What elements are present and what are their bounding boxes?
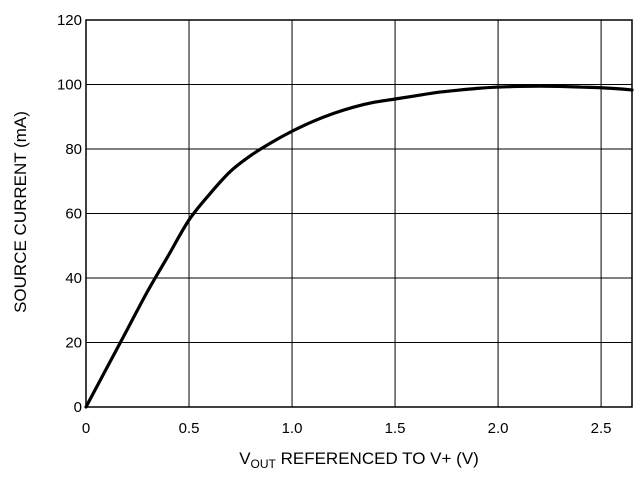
x-tick-label: 2.0 (488, 420, 509, 437)
y-tick-label: 120 (57, 12, 82, 29)
x-tick-label: 2.5 (591, 420, 612, 437)
curve-layer (84, 84, 634, 409)
grid (86, 20, 632, 407)
y-axis-title: SOURCE CURRENT (mA) (11, 111, 30, 313)
y-tick-label: 40 (65, 270, 82, 287)
x-axis-title-rest: REFERENCED TO V+ (V) (276, 449, 479, 468)
x-tick-label: 0 (82, 420, 90, 437)
y-tick-labels: 0 20 40 60 80 100 120 (57, 12, 82, 416)
y-tick-label: 20 (65, 335, 82, 352)
x-tick-label: 0.5 (179, 420, 200, 437)
y-tick-label: 0 (74, 399, 82, 416)
source-current-curve (84, 84, 634, 409)
y-tick-label: 80 (65, 141, 82, 158)
x-tick-label: 1.5 (385, 420, 406, 437)
x-tick-labels: 0 0.5 1.0 1.5 2.0 2.5 (82, 420, 612, 437)
plot-frame (85, 19, 633, 408)
x-axis-title-main: V (239, 449, 251, 468)
x-tick-label: 1.0 (282, 420, 303, 437)
x-axis-title-subscript: OUT (251, 457, 277, 471)
y-tick-label: 60 (65, 206, 82, 223)
x-axis-title: VOUT REFERENCED TO V+ (V) (239, 449, 479, 471)
y-tick-label: 100 (57, 77, 82, 94)
